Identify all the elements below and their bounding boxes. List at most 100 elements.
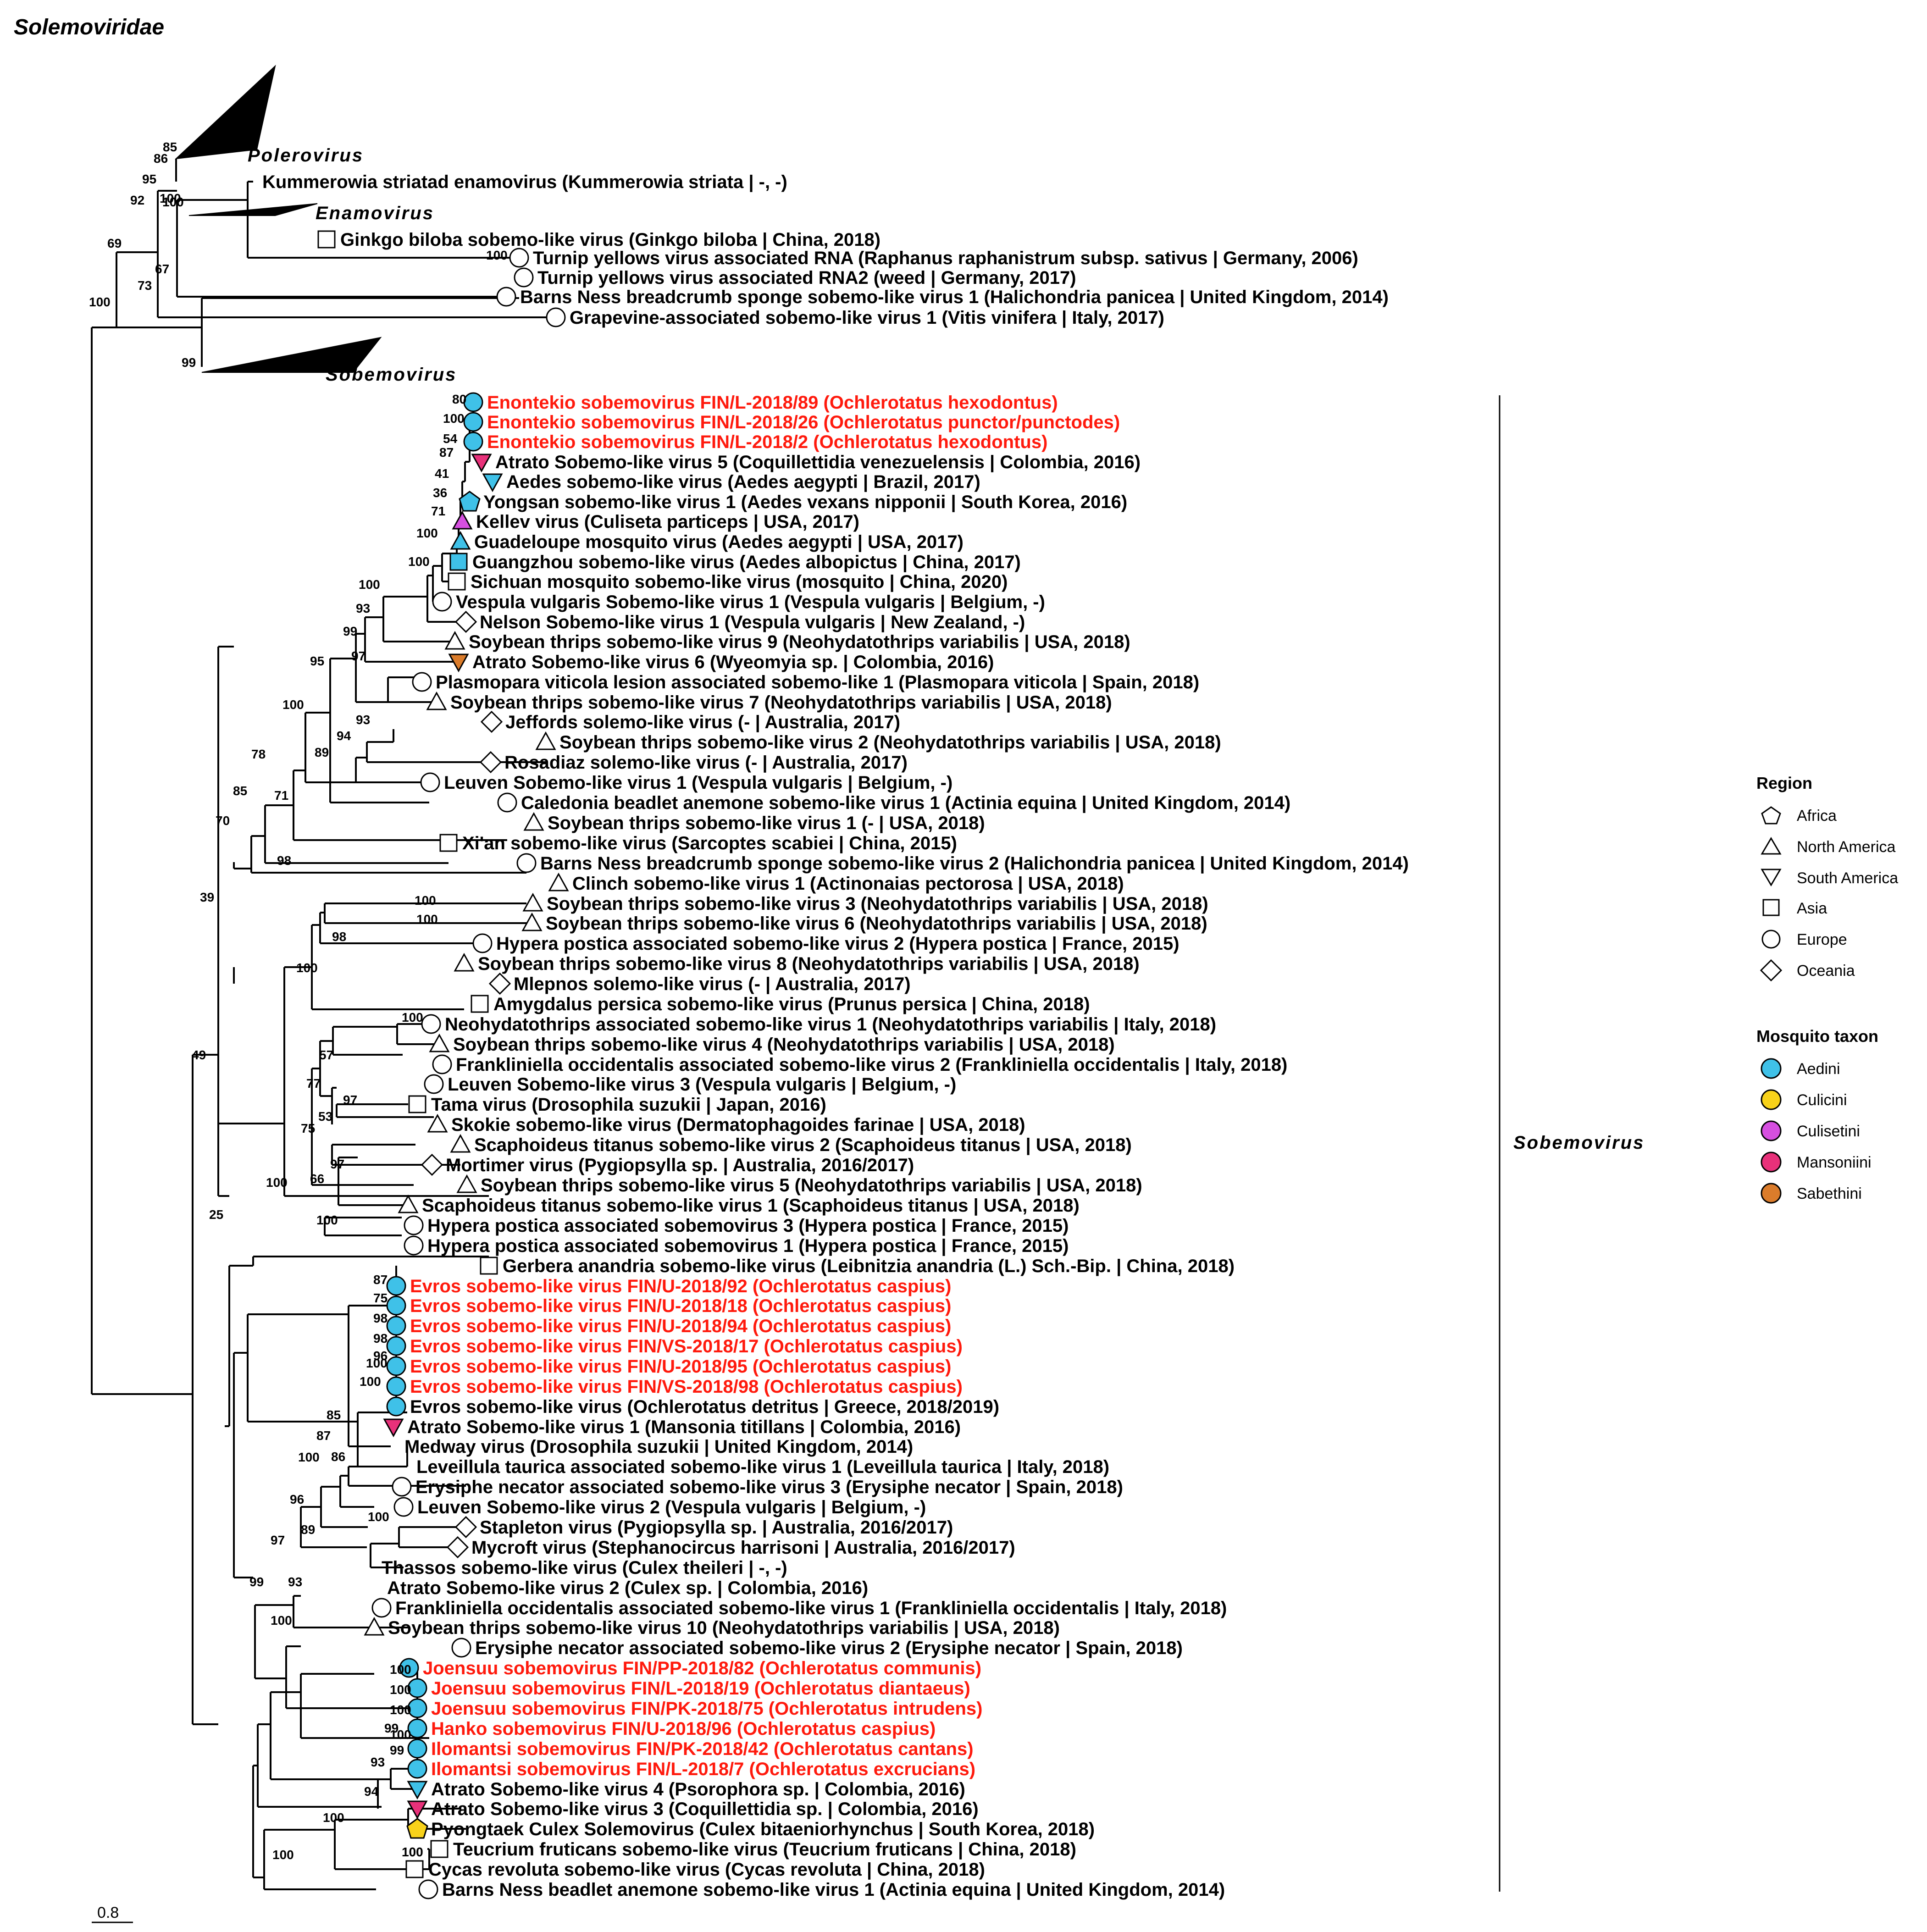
tip-label: Soybean thrips sobemo-like virus 2 (Neoh… — [559, 732, 1221, 753]
tip-marker-41-square-icon — [408, 1095, 426, 1113]
bootstrap-label: 98 — [332, 930, 346, 944]
tip-label: Ginkgo biloba sobemo-like virus (Ginkgo … — [340, 230, 880, 250]
tip-label: Cycas revoluta sobemo-like virus (Cycas … — [428, 1860, 985, 1880]
tip-marker-61-circle-icon — [393, 1497, 414, 1517]
tip-marker-53-circle-icon — [386, 1336, 406, 1356]
tip-label: Teucrium fruticans sobemo-like virus (Te… — [453, 1839, 1076, 1860]
tip-label: Stapleton virus (Pygiopsylla sp. | Austr… — [480, 1517, 953, 1538]
tip-label: Soybean thrips sobemo-like virus 5 (Neoh… — [481, 1175, 1142, 1196]
tip-marker-25-circle-icon — [420, 772, 440, 792]
bootstrap-label: 100 — [272, 1848, 294, 1862]
bootstrap-values: 8586100999295100691006773100801005487413… — [89, 140, 508, 1862]
bootstrap-label: 100 — [408, 554, 430, 569]
tip-marker-48-circle-icon — [404, 1235, 424, 1256]
bootstrap-label: 69 — [107, 236, 122, 250]
tip-marker-22-diamond-icon — [480, 710, 503, 733]
tip-marker-54-circle-icon — [386, 1356, 406, 1376]
tip-marker-69-circle-icon — [399, 1658, 419, 1678]
tip-label: Sichuan mosquito sobemo-like virus (mosq… — [471, 572, 1008, 592]
legend-region-africa: Africa — [1797, 807, 1837, 825]
tip-label: Atrato Sobemo-like virus 6 (Wyeomyia sp.… — [472, 652, 994, 672]
bootstrap-label: 86 — [331, 1450, 345, 1464]
bootstrap-label: 95 — [142, 172, 156, 186]
tip-marker-30-triangle-up-icon — [548, 872, 569, 891]
bootstrap-label: 96 — [290, 1492, 304, 1506]
collapsed-clades — [175, 65, 382, 373]
tip-label: Vespula vulgaris Sobemo-like virus 1 (Ve… — [456, 592, 1045, 612]
tip-label: Amygdalus persica sobemo-like virus (Pru… — [493, 994, 1090, 1014]
tip-label: Turnip yellows virus associated RNA (Rap… — [533, 248, 1358, 268]
tip-label: Soybean thrips sobemo-like virus 9 (Neoh… — [469, 632, 1130, 652]
tip-marker-18-triangle-up-icon — [444, 631, 465, 650]
tip-marker-35-diamond-icon — [488, 972, 511, 995]
tip-marker-36-square-icon — [471, 995, 489, 1013]
bootstrap-label: 87 — [373, 1273, 388, 1287]
tip-marker-71-circle-icon — [407, 1698, 427, 1718]
tip-label: Atrato Sobemo-like virus 5 (Coquillettid… — [495, 452, 1141, 472]
bootstrap-label: 94 — [364, 1784, 379, 1799]
bootstrap-label: 93 — [288, 1575, 302, 1589]
tip-label: Soybean thrips sobemo-like virus 8 (Neoh… — [478, 954, 1140, 974]
tip-label: Joensuu sobemovirus FIN/L-2018/19 (Ochle… — [431, 1678, 970, 1699]
tip-label: Jeffords solemo-like virus (- | Australi… — [505, 712, 900, 732]
bootstrap-label: 78 — [251, 747, 266, 761]
legend-pentagon-icon — [1761, 806, 1781, 825]
tip-marker-19-triangle-down-icon — [448, 653, 469, 673]
tip-marker-27-triangle-up-icon — [523, 812, 544, 831]
tip-label: Soybean thrips sobemo-like virus 3 (Neoh… — [547, 894, 1208, 914]
tip-label: Scaphoideus titanus sobemo-like virus 1 … — [422, 1196, 1080, 1216]
tip-label: Hypera postica associated sobemovirus 1 … — [427, 1236, 1069, 1256]
tip-label: Leuven Sobemo-like virus 2 (Vespula vulg… — [417, 1497, 926, 1517]
legend-region-oceania: Oceania — [1797, 962, 1855, 980]
tip-marker-76-triangle-down-icon — [407, 1800, 428, 1820]
tip-marker-67-triangle-up-icon — [364, 1616, 385, 1636]
tip-label: Tama virus (Drosophila suzukii | Japan, … — [431, 1095, 826, 1115]
tip-marker-73-circle-icon — [407, 1738, 427, 1759]
bootstrap-label: 97 — [343, 1093, 357, 1107]
legend-taxon-title: Mosquito taxon — [1756, 1027, 1878, 1046]
tip-marker-15-square-icon — [448, 572, 466, 591]
bootstrap-label: 87 — [316, 1428, 331, 1443]
tip-label: Aedes sobemo-like virus (Aedes aegypti |… — [506, 472, 980, 492]
tip-label: Atrato Sobemo-like virus 4 (Psorophora s… — [431, 1779, 965, 1799]
tip-marker-37-circle-icon — [421, 1014, 441, 1034]
tip-marker-78-square-icon — [430, 1840, 449, 1858]
tip-marker-20-circle-icon — [412, 672, 432, 692]
bootstrap-label: 100 — [390, 1683, 411, 1697]
bootstrap-label: 100 — [298, 1450, 320, 1464]
tip-label: Ilomantsi sobemovirus FIN/L-2018/7 (Ochl… — [431, 1759, 975, 1779]
legend-diamond-icon — [1760, 959, 1783, 982]
tip-label: Atrato Sobemo-like virus 2 (Culex sp. | … — [387, 1578, 868, 1598]
bootstrap-label: 100 — [402, 1845, 423, 1859]
bootstrap-label: 99 — [390, 1743, 404, 1757]
tip-label: Enontekio sobemovirus FIN/L-2018/26 (Och… — [487, 412, 1120, 432]
tip-label: Guadeloupe mosquito virus (Aedes aegypti… — [474, 532, 964, 552]
bootstrap-label: 93 — [356, 601, 370, 615]
tip-marker-47-circle-icon — [404, 1215, 424, 1235]
tip-label: Medway virus (Drosophila suzukii | Unite… — [404, 1437, 913, 1457]
bootstrap-label: 100 — [402, 1010, 423, 1024]
bootstrap-label: 97 — [351, 649, 365, 663]
bootstrap-label: 100 — [368, 1510, 389, 1524]
bootstrap-label: 87 — [439, 445, 454, 459]
tip-marker-32-triangle-up-icon — [521, 912, 543, 931]
tip-label: Mlepnos solemo-like virus (- | Australia… — [514, 974, 911, 994]
bootstrap-label: 99 — [249, 1575, 264, 1589]
collapsed-clade-sobemovirus — [201, 337, 382, 373]
tip-label: Kellev virus (Culiseta particeps | USA, … — [476, 512, 859, 532]
tip-markers — [317, 230, 569, 1899]
tip-marker-46-triangle-up-icon — [398, 1194, 419, 1213]
legend-region-europe: Europe — [1797, 931, 1847, 948]
bootstrap-label: 98 — [277, 853, 291, 868]
bootstrap-label: 100 — [359, 577, 380, 592]
bootstrap-label: 80 — [452, 392, 466, 406]
tip-label: Plasmopara viticola lesion associated so… — [436, 672, 1199, 692]
tip-label: Mortimer virus (Pygiopsylla sp. | Austra… — [446, 1155, 914, 1175]
tip-label: Leuven Sobemo-like virus 1 (Vespula vulg… — [444, 773, 952, 793]
tip-marker-70-circle-icon — [407, 1678, 427, 1698]
legend-triangle-down-icon — [1761, 869, 1782, 886]
bootstrap-label: 97 — [271, 1533, 285, 1547]
bootstrap-label: 96 — [373, 1349, 388, 1363]
clade-label-sobemovirus-collapsed: Sobemovirus — [326, 365, 457, 385]
